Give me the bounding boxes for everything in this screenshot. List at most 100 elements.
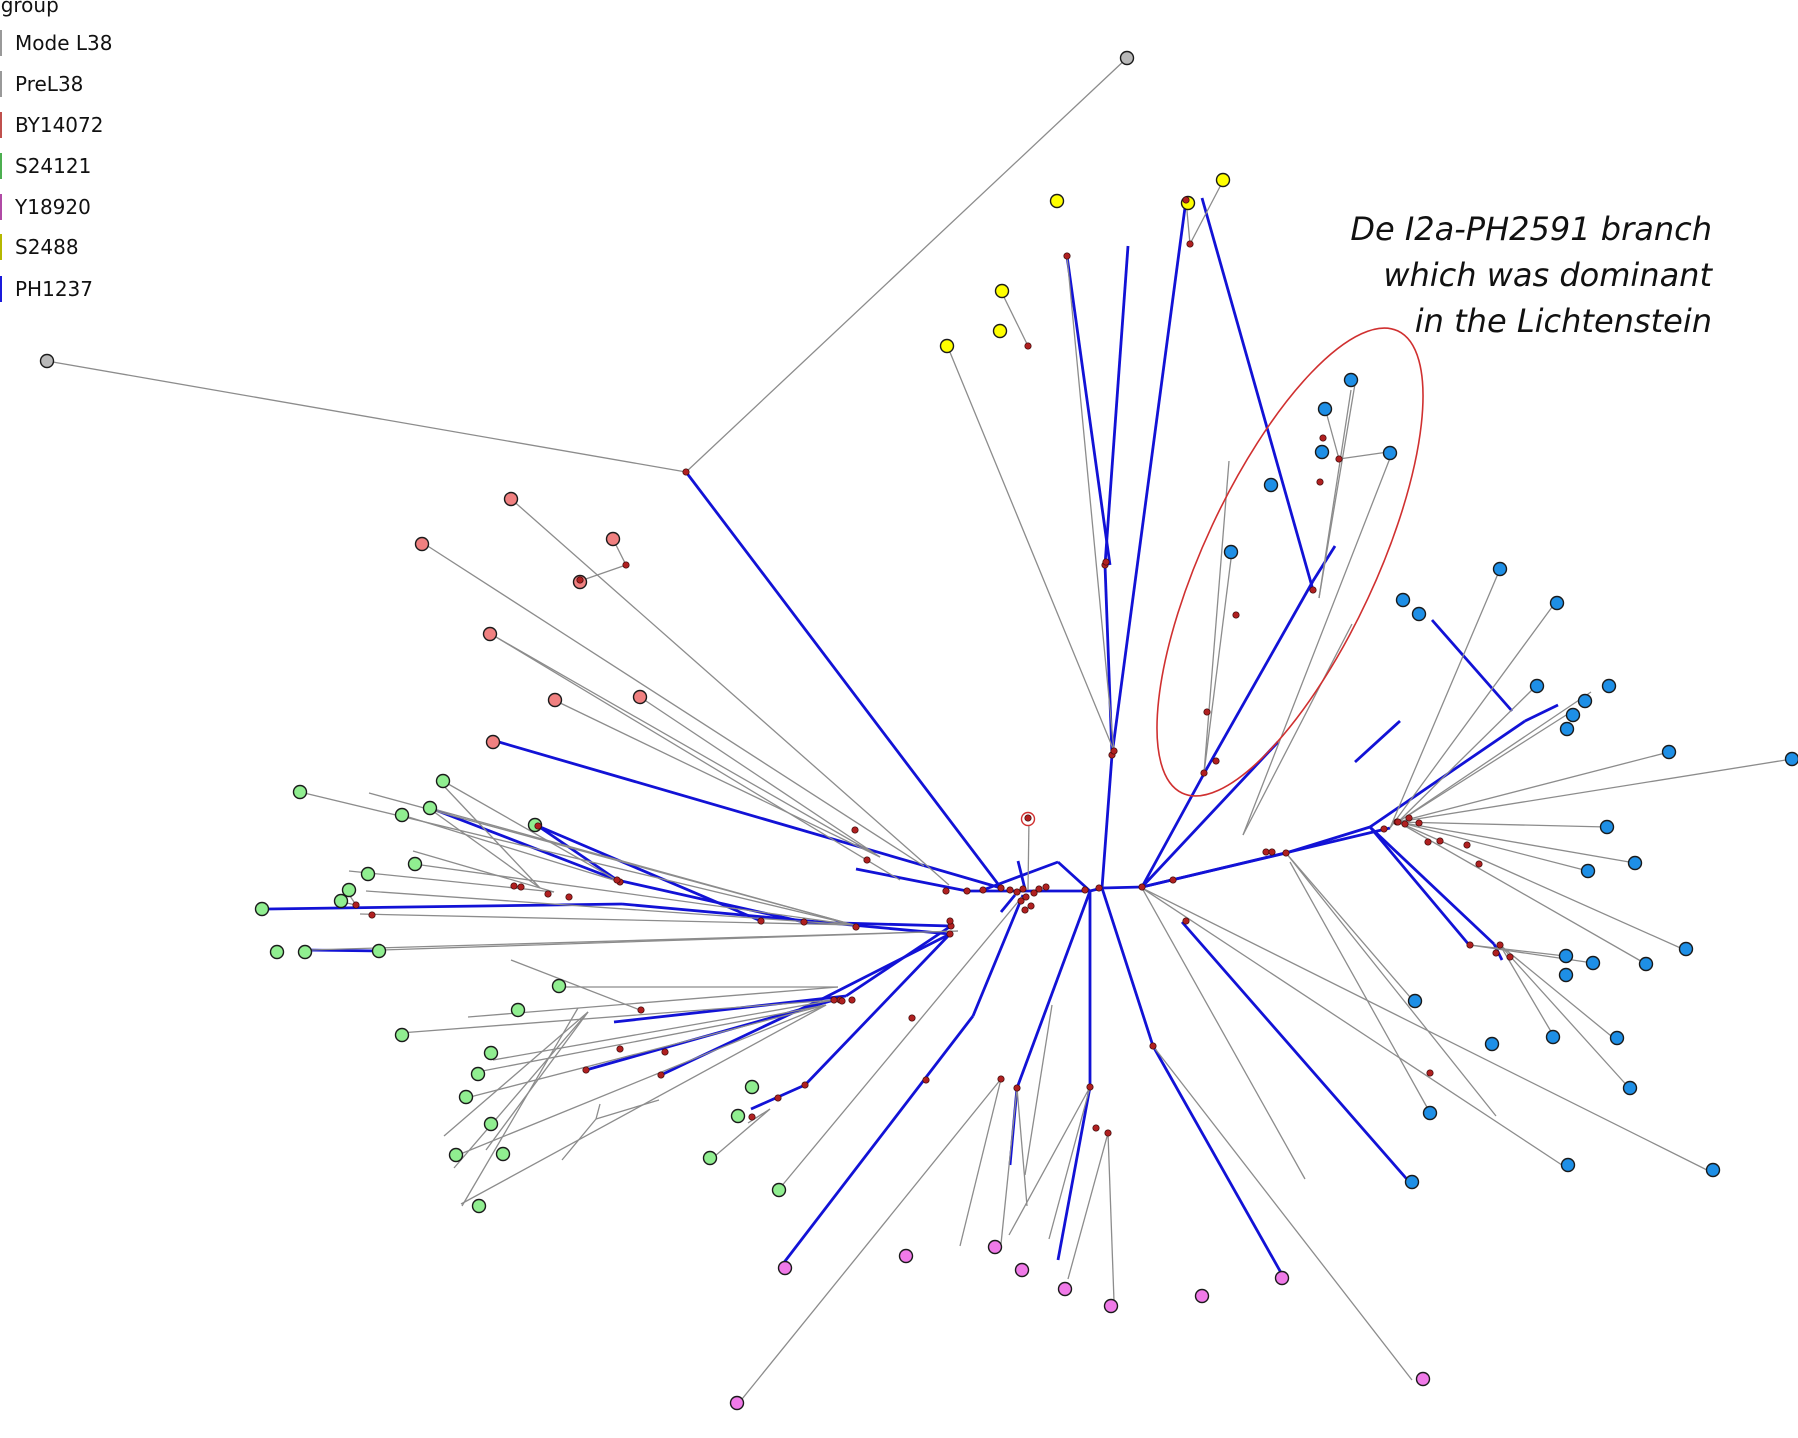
legend-swatch <box>0 71 2 97</box>
minor-edge <box>1141 887 1569 1170</box>
ph1237-node <box>1343 372 1359 388</box>
minor-edge <box>453 1011 589 1169</box>
median-vector-node <box>851 826 859 834</box>
median-vector-node <box>534 822 542 830</box>
ph1237-node <box>1529 678 1545 694</box>
ph1237-node <box>1705 1162 1721 1178</box>
by14072-node <box>605 531 621 547</box>
minor-edge <box>1389 568 1501 829</box>
major-edge <box>1103 564 1114 756</box>
ph1237-node <box>1395 592 1411 608</box>
major-edge <box>1180 921 1414 1186</box>
major-edge <box>1430 619 1514 712</box>
major-edge <box>537 824 621 884</box>
annotation: De I2a-PH2591 branch which was dominant … <box>1350 206 1712 344</box>
median-vector-node <box>1021 906 1029 914</box>
s24121-node <box>470 1066 486 1082</box>
minor-edge <box>422 542 925 867</box>
ph1237-node <box>1223 544 1239 560</box>
minor-edge <box>1397 821 1636 864</box>
median-vector-node <box>661 1048 669 1056</box>
y18920-node <box>1057 1281 1073 1297</box>
minor-edge <box>429 808 541 889</box>
major-edge <box>1056 1086 1092 1261</box>
ph1237-node <box>1622 1080 1638 1096</box>
median-vector-node <box>863 856 871 864</box>
median-vector-node <box>852 923 860 931</box>
major-edge <box>1354 719 1401 764</box>
minor-edge <box>510 959 641 1011</box>
median-vector-node <box>1006 886 1014 894</box>
median-vector-node <box>576 576 584 584</box>
ph1237-node <box>1382 445 1398 461</box>
median-vector-node <box>757 917 765 925</box>
median-vector-node <box>1203 708 1211 716</box>
legend-label: PreL38 <box>15 72 84 96</box>
major-edge <box>1140 769 1208 888</box>
median-vector-node <box>997 1075 1005 1083</box>
median-vector-node <box>582 1066 590 1074</box>
major-edge <box>1100 887 1155 1047</box>
median-vector-node <box>368 911 376 919</box>
major-edge <box>971 894 1025 1017</box>
minor-edge <box>443 1011 589 1137</box>
ph1237-node <box>1560 1157 1576 1173</box>
median-vector-node <box>800 918 808 926</box>
s24121-node <box>702 1150 718 1166</box>
median-vector-node <box>1262 848 1270 856</box>
s2488-node <box>994 283 1010 299</box>
ph1237-node <box>1411 606 1427 622</box>
minor-edge <box>401 814 621 883</box>
minor-edge <box>1397 751 1670 823</box>
minor-edge <box>946 344 1115 752</box>
s24121-node <box>471 1198 487 1214</box>
median-vector-node <box>613 876 621 884</box>
s24121-node <box>510 1002 526 1018</box>
median-vector-node <box>1022 893 1030 901</box>
ph1237-node <box>1661 744 1677 760</box>
major-edge <box>1151 1045 1286 1279</box>
ph1237-node <box>1580 863 1596 879</box>
minor-edge <box>476 1004 827 1073</box>
s24121-node <box>333 893 349 909</box>
major-edge <box>1065 255 1112 566</box>
major-edge <box>537 824 762 923</box>
by14072-node <box>414 536 430 552</box>
legend-label: S2488 <box>15 235 79 259</box>
median-vector-node <box>1024 814 1032 822</box>
minor-edge <box>553 699 881 858</box>
s24121-node <box>269 944 285 960</box>
major-edge <box>1368 826 1472 947</box>
ph1237-node <box>1609 1030 1625 1046</box>
minor-edge <box>442 780 621 883</box>
minor-edge <box>1027 817 1030 891</box>
minor-edge <box>1338 451 1389 460</box>
minor-edge <box>1107 1132 1115 1302</box>
major-edge <box>855 867 968 893</box>
minor-edge <box>359 913 855 926</box>
median-vector-node <box>748 1113 756 1121</box>
s24121-node <box>483 1116 499 1132</box>
median-vector-node <box>1394 818 1402 826</box>
major-edge <box>999 894 1017 913</box>
major-edge <box>1369 825 1495 946</box>
minor-edge <box>492 999 835 1061</box>
median-vector-node <box>510 882 518 890</box>
minor-edge <box>1289 861 1434 1119</box>
median-vector-node <box>1035 885 1043 893</box>
median-vector-node <box>1182 917 1190 925</box>
minor-edge <box>1499 944 1617 1041</box>
minor-edge <box>1324 407 1340 460</box>
median-vector-node <box>946 917 954 925</box>
s24121-node <box>422 800 438 816</box>
s24121-node <box>448 1147 464 1163</box>
median-vector-node <box>1282 849 1290 857</box>
median-vector-node <box>942 887 950 895</box>
minor-edge <box>1141 887 1306 1180</box>
minor-edge <box>779 896 1023 1189</box>
median-vector-node <box>1475 860 1483 868</box>
minor-edge <box>685 57 1128 473</box>
ph1237-node <box>1627 855 1643 871</box>
minor-edge <box>1203 460 1230 774</box>
